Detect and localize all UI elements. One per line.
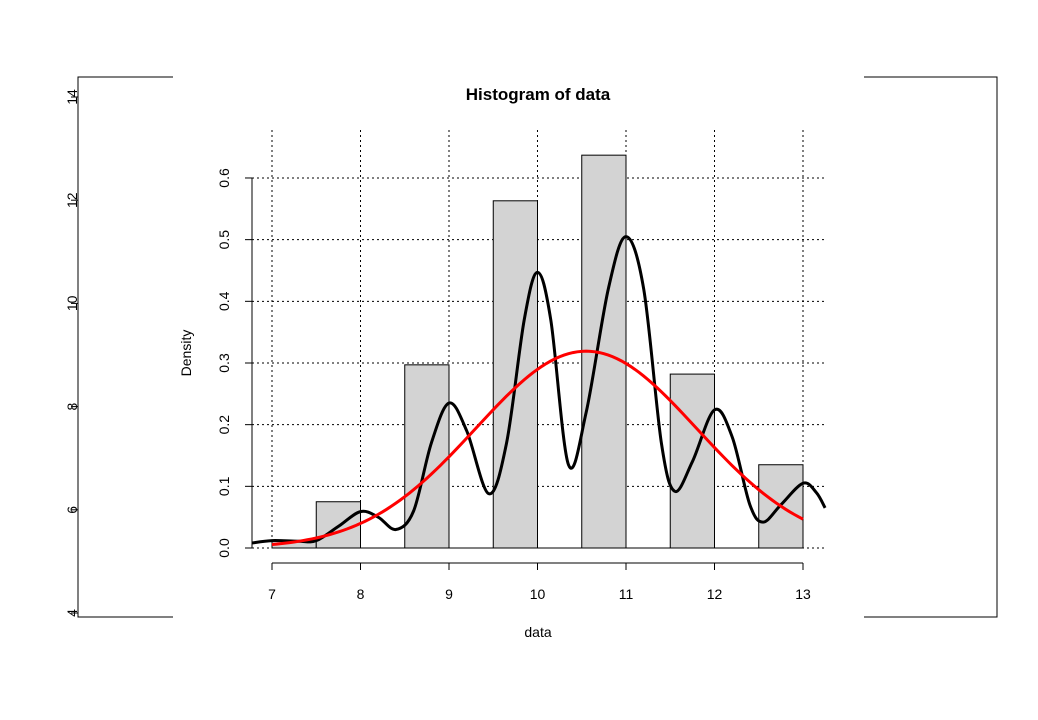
y-tick-label: 0.6 (216, 168, 232, 188)
y-tick-label: 0.2 (216, 415, 232, 435)
x-axis: 7 8 9 10 11 12 13 (268, 562, 811, 602)
background-y-tick-label: 8 (64, 402, 80, 410)
x-tick-label: 10 (530, 586, 546, 602)
background-y-axis: 4 6 8 10 12 14 (64, 89, 80, 617)
y-tick-label: 0.0 (216, 538, 232, 558)
chart-title: Histogram of data (466, 85, 611, 104)
y-axis-label: Density (178, 330, 194, 377)
background-y-tick-label: 10 (64, 295, 80, 311)
normal-fit-line (271, 349, 804, 547)
background-y-tick-label: 6 (64, 506, 80, 514)
x-tick-label: 9 (445, 586, 453, 602)
x-tick-label: 8 (357, 586, 365, 602)
y-tick-label: 0.4 (216, 291, 232, 311)
y-tick-label: 0.1 (216, 476, 232, 496)
x-tick-label: 11 (619, 586, 634, 602)
background-y-tick-label: 12 (64, 192, 80, 208)
x-tick-label: 13 (795, 586, 811, 602)
background-y-tick-label: 14 (64, 89, 80, 105)
y-axis: 0.0 0.1 0.2 0.3 0.4 0.5 0.6 (216, 168, 253, 558)
background-y-tick-label: 4 (64, 609, 80, 617)
x-axis-label: data (524, 624, 551, 640)
x-tick-label: 7 (268, 586, 276, 602)
density-lines (251, 235, 827, 547)
x-tick-label: 12 (707, 586, 723, 602)
y-tick-label: 0.5 (216, 230, 232, 250)
y-tick-label: 0.3 (216, 353, 232, 373)
